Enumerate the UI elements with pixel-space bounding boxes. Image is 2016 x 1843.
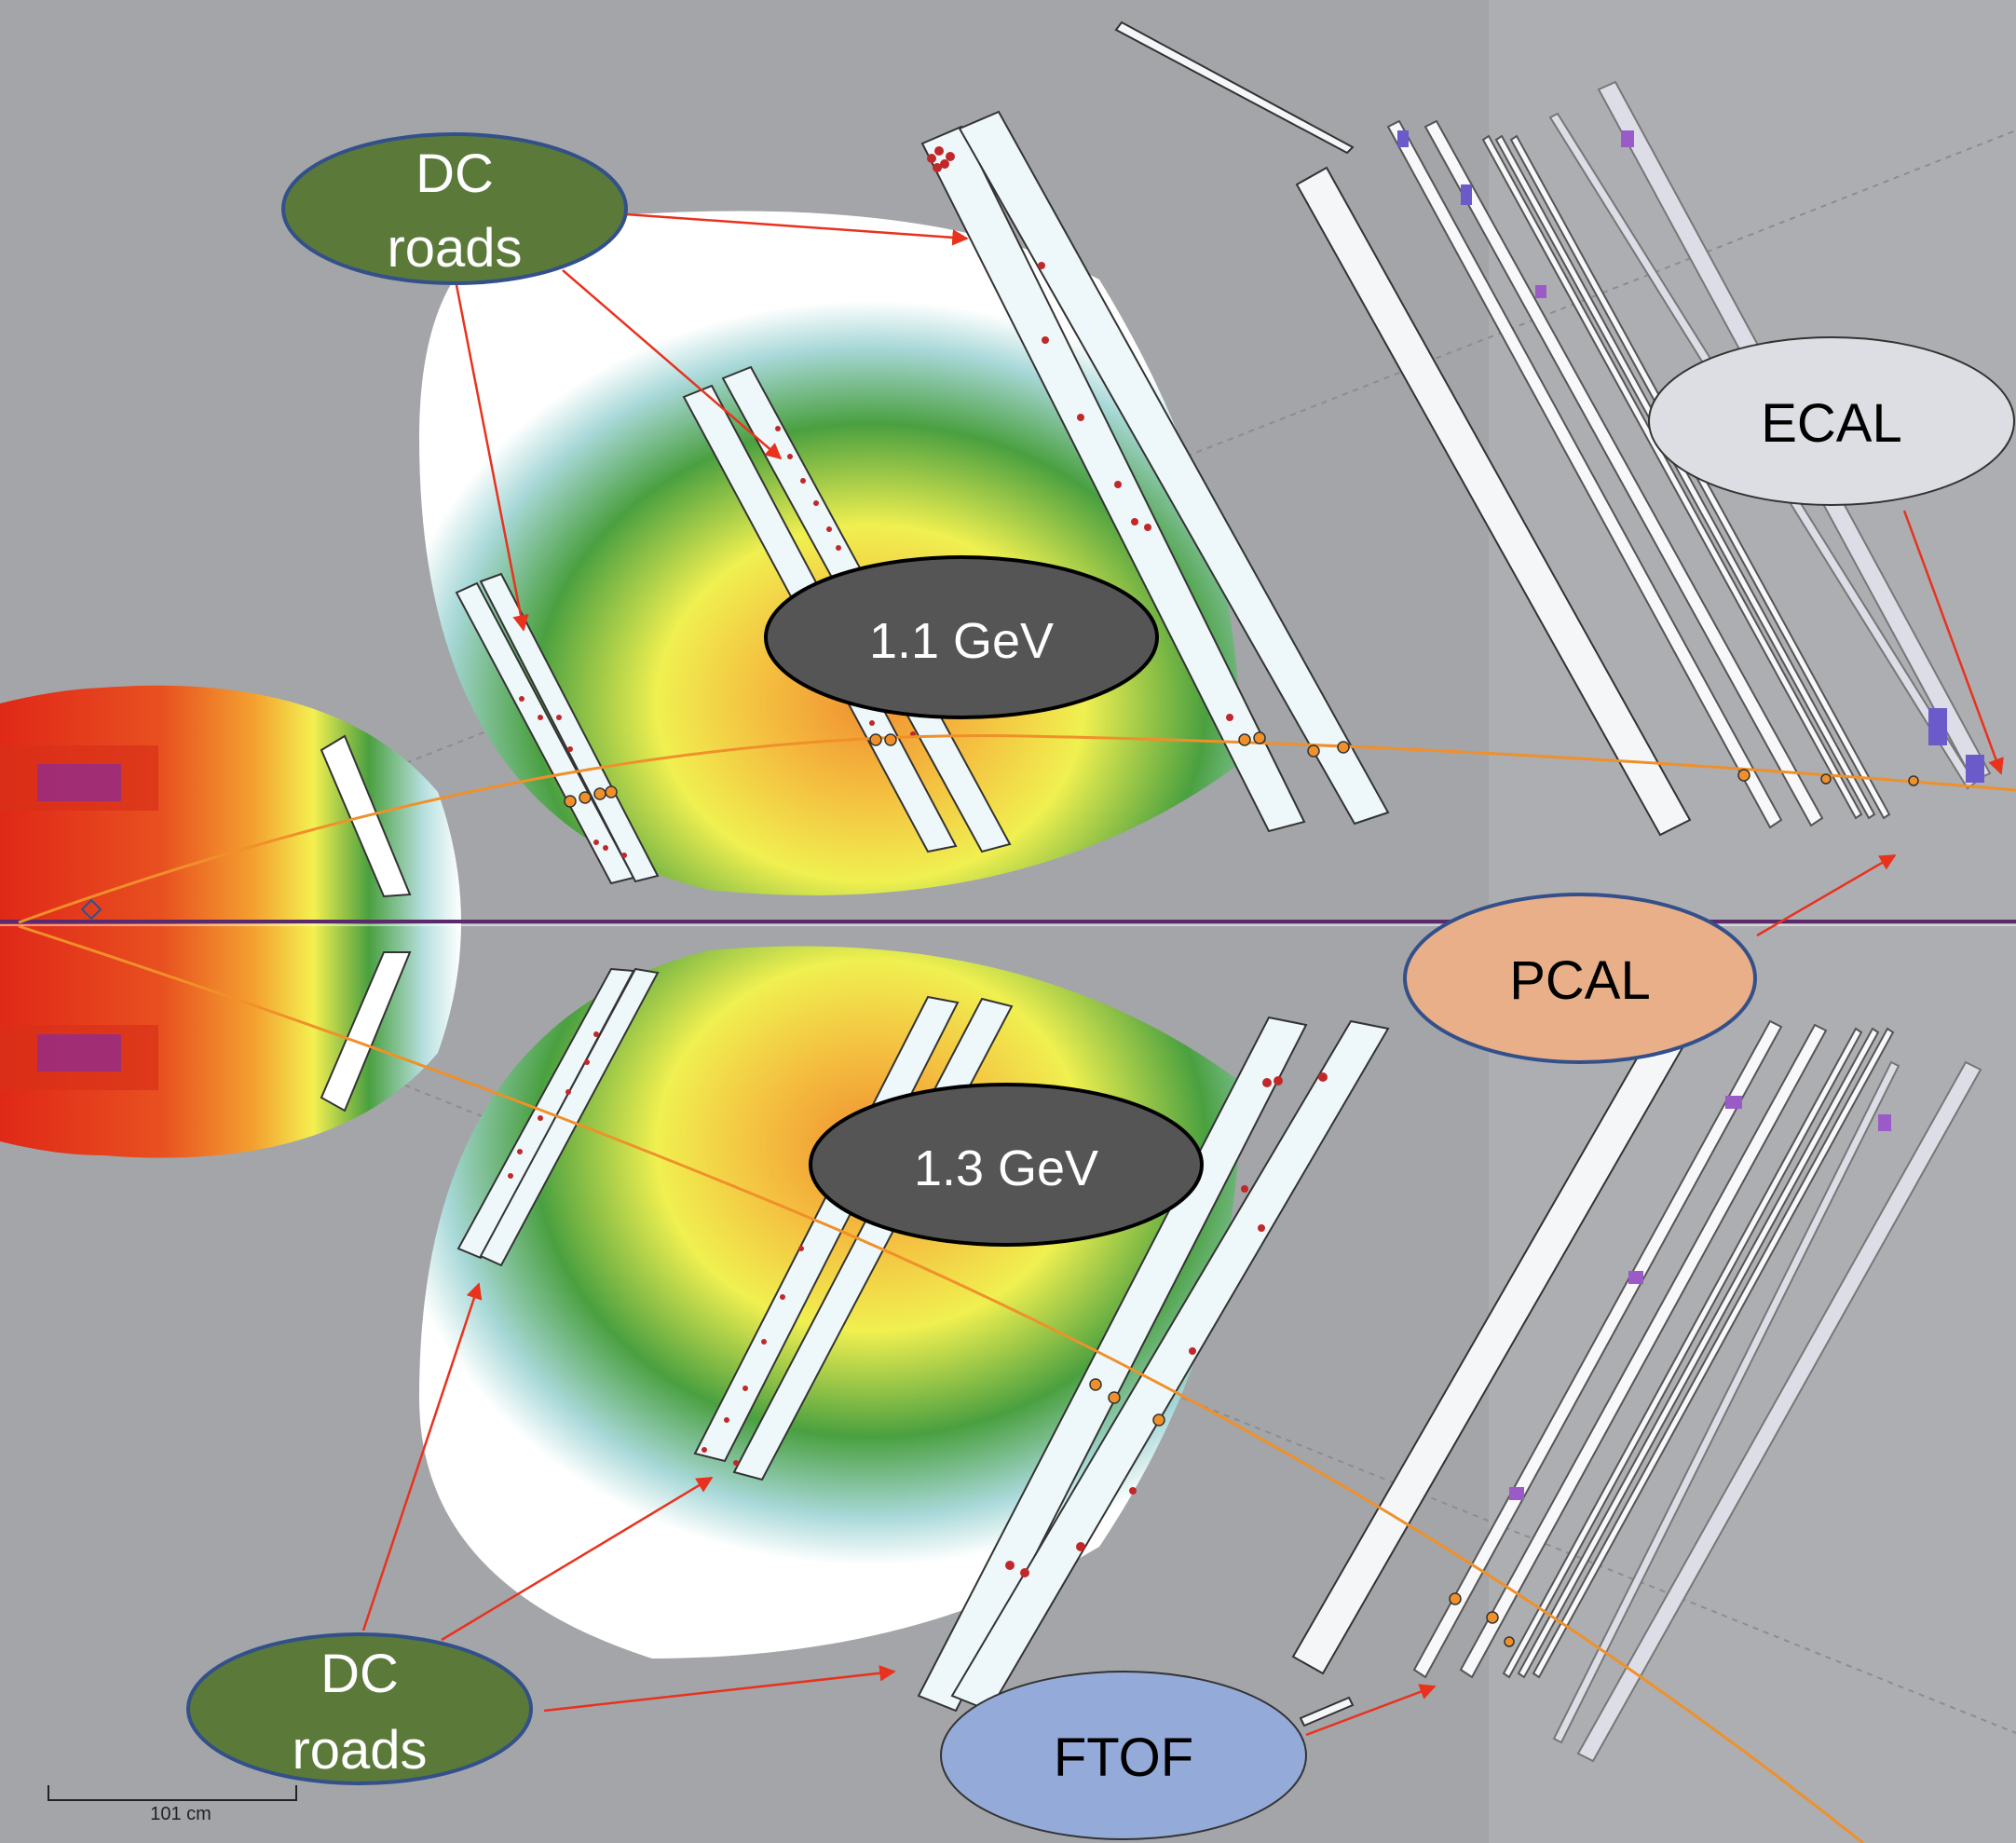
- callout-ecal-shape: [1648, 336, 2015, 506]
- callout-dc-roads-bottom: DC roads: [186, 1632, 533, 1785]
- callout-pcal: PCAL: [1403, 893, 1757, 1064]
- dc-hits: [508, 146, 1328, 1577]
- callout-ecal: ECAL: [1648, 336, 2015, 506]
- callout-ftof: FTOF: [940, 1671, 1307, 1840]
- callout-ecal-label: ECAL: [1761, 393, 1902, 454]
- callout-energy-bottom: 1.3 GeV: [809, 1083, 1204, 1247]
- callout-dc-roads-bottom-line1: DC: [320, 1644, 399, 1704]
- scale-bar: 101 cm: [48, 1785, 297, 1824]
- callout-dc-roads-bottom-shape: [186, 1632, 533, 1785]
- annotation-arrows: [361, 212, 2004, 1737]
- callout-pcal-shape: [1403, 893, 1757, 1064]
- callout-dc-roads-top-line2: roads: [387, 218, 522, 279]
- callout-ftof-label: FTOF: [1054, 1727, 1193, 1788]
- tracks: [18, 734, 2016, 1843]
- callout-dc-roads-top-shape: [281, 132, 628, 285]
- callout-energy-top-label: 1.1 GeV: [869, 613, 1054, 669]
- callout-dc-roads-top-line1: DC: [415, 143, 494, 204]
- callout-dc-roads-top: DC roads: [281, 132, 628, 285]
- callout-ftof-shape: [940, 1671, 1307, 1840]
- callout-energy-bottom-label: 1.3 GeV: [914, 1140, 1098, 1196]
- callout-energy-top: 1.1 GeV: [764, 555, 1159, 719]
- pcal-layers[interactable]: [1386, 119, 1895, 1679]
- drift-chamber-region-3-top[interactable]: [920, 110, 1390, 833]
- scale-bar-label: 101 cm: [150, 1804, 211, 1824]
- callout-energy-top-shape: [764, 555, 1159, 719]
- drift-chamber-region-1-top[interactable]: [455, 572, 660, 885]
- callout-energy-bottom-shape: [809, 1083, 1204, 1247]
- vertex-marker: [80, 898, 102, 921]
- calorimeter-hits: [1397, 130, 1984, 1500]
- callout-pcal-label: PCAL: [1509, 950, 1651, 1011]
- callout-dc-roads-bottom-line2: roads: [292, 1720, 427, 1781]
- track-crossings: [564, 731, 1919, 1647]
- drift-chamber-region-3-bottom[interactable]: [917, 1016, 1390, 1713]
